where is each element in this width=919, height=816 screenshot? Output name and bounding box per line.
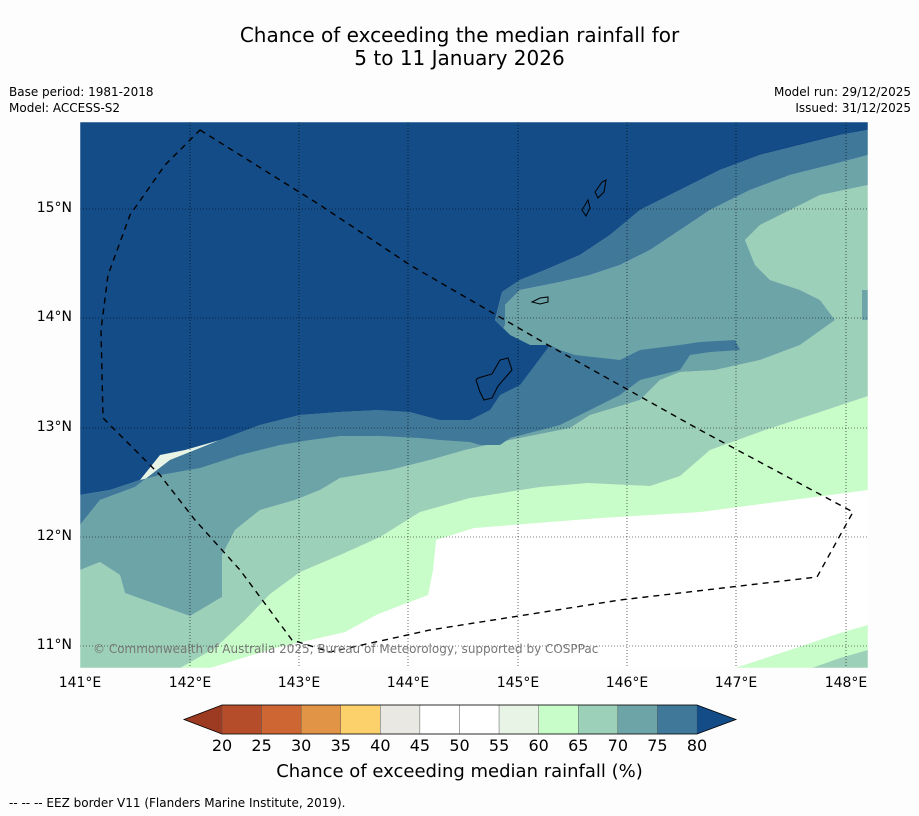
colorbar-tick-label: 55 — [488, 736, 510, 755]
colorbar — [182, 704, 738, 735]
colorbar-tick-label: 75 — [647, 736, 668, 755]
eez-legend: -- -- -- EEZ border V11 (Flanders Marine… — [9, 796, 346, 810]
contour-band-white-region — [624, 530, 838, 637]
contour-band-60-65 — [80, 396, 868, 668]
colorbar-extend-high — [697, 705, 736, 734]
contour-band-60-65-se — [735, 625, 868, 668]
contour-band-50-55 — [80, 490, 868, 668]
lat-label-14n: 14°N — [36, 309, 72, 325]
colorbar-segment — [340, 704, 381, 735]
model-name: Model: ACCESS-S2 — [9, 101, 121, 115]
colorbar-segment — [261, 704, 302, 735]
lon-label-148e: 148°E — [824, 675, 868, 691]
island-rota — [530, 296, 549, 305]
map-frame — [79, 121, 869, 669]
eez-border — [100, 129, 854, 653]
title-line-2: 5 to 11 January 2026 — [354, 46, 565, 70]
lon-label-142e: 142°E — [168, 675, 212, 691]
colorbar-segment — [538, 704, 579, 735]
island-saipan — [594, 179, 607, 199]
issued-date: Issued: 31/12/2025 — [795, 101, 911, 115]
lat-label-15n: 15°N — [36, 200, 72, 216]
colorbar-tick-label: 80 — [686, 736, 708, 755]
colorbar-outline — [182, 704, 738, 735]
colorbar-tick-label: 40 — [370, 736, 391, 755]
lat-label-13n: 13°N — [36, 419, 72, 435]
colorbar-tick-label: 60 — [528, 736, 549, 755]
island-tinian — [581, 198, 591, 217]
colorbar-extend-low — [184, 705, 222, 734]
lon-label-141e: 141°E — [58, 675, 102, 691]
lon-label-144e: 144°E — [386, 675, 430, 691]
contour-band-70-75-east-edge — [862, 290, 868, 320]
contour-band-over-80 — [80, 122, 868, 495]
colorbar-segment — [419, 704, 460, 735]
contour-band-75-80 — [80, 130, 868, 525]
copyright-notice: © Commonwealth of Australia 2025, Bureau… — [93, 642, 598, 656]
colorbar-tick-label: 35 — [330, 736, 351, 755]
lon-label-146e: 146°E — [605, 675, 649, 691]
colorbar-segment — [380, 704, 421, 735]
colorbar-segment — [300, 704, 341, 735]
colorbar-tick-label: 50 — [449, 736, 470, 755]
colorbar-tick-label: 20 — [211, 736, 233, 755]
base-period: Base period: 1981-2018 — [9, 85, 154, 99]
colorbar-tick-label: 30 — [290, 736, 312, 755]
island-guam — [475, 357, 513, 401]
islands — [475, 179, 607, 401]
title-line-1: Chance of exceeding the median rainfall … — [239, 23, 680, 47]
grid-lines — [80, 122, 868, 668]
model-run: Model run: 29/12/2025 — [773, 85, 911, 99]
lat-label-11n: 11°N — [36, 637, 72, 653]
lon-label-143e: 143°E — [277, 675, 321, 691]
colorbar-segment — [498, 704, 539, 735]
lon-label-145e: 145°E — [496, 675, 540, 691]
colorbar-label: Chance of exceeding median rainfall (%) — [276, 761, 643, 782]
colorbar-segment — [221, 704, 262, 735]
colorbar-segment — [578, 704, 619, 735]
lon-label-147e: 147°E — [714, 675, 758, 691]
colorbar-tick-label: 70 — [607, 736, 628, 755]
colorbar-segment — [657, 704, 698, 735]
colorbar-tick-label: 25 — [251, 736, 272, 755]
colorbar-segment — [459, 704, 500, 735]
contour-band-65-70 — [80, 185, 868, 668]
contour-band-65-70-se — [812, 650, 868, 668]
lat-label-12n: 12°N — [36, 528, 72, 544]
colorbar-tick-label: 65 — [568, 736, 589, 755]
colorbar-segment — [617, 704, 658, 735]
colorbar-tick-label: 45 — [409, 736, 431, 755]
